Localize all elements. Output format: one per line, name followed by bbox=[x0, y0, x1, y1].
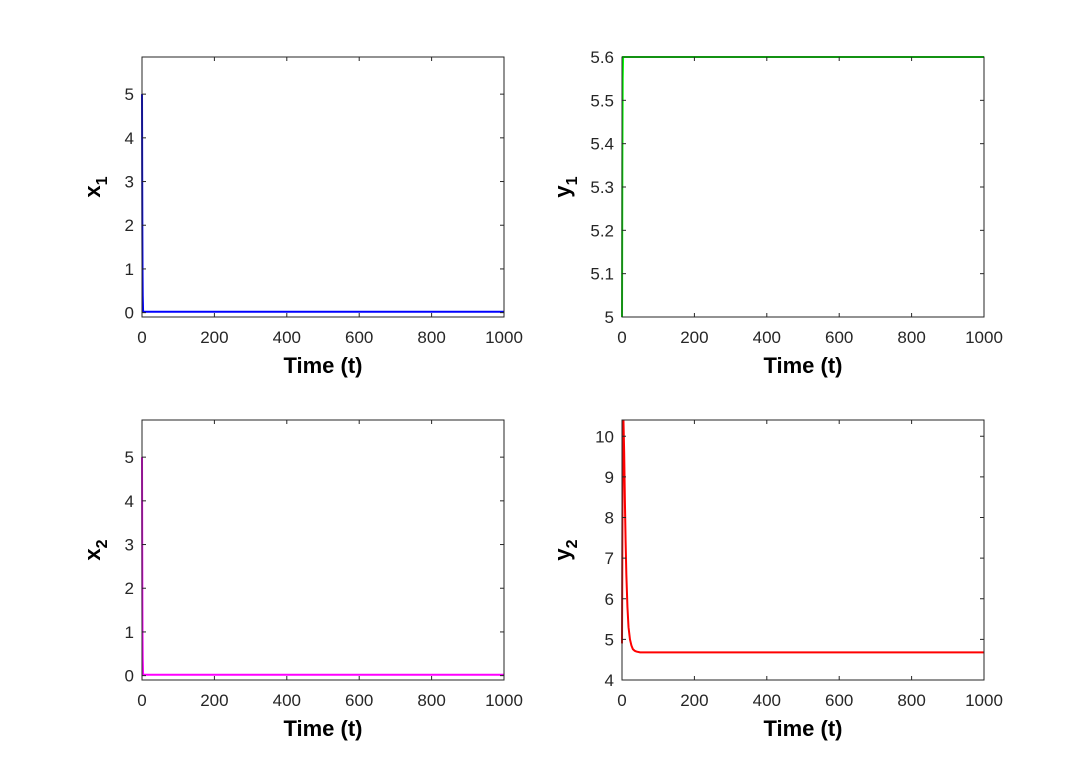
x-tick-label: 600 bbox=[825, 328, 853, 347]
axes-box bbox=[621, 419, 985, 681]
y-tick-label: 0 bbox=[125, 304, 134, 323]
y-tick-label: 5.6 bbox=[590, 48, 614, 67]
y-tick-label: 8 bbox=[605, 509, 614, 528]
x-tick-label: 200 bbox=[200, 691, 228, 710]
x-tick-label: 400 bbox=[273, 328, 301, 347]
y-tick-label: 5 bbox=[125, 448, 134, 467]
x-axis-label: Time (t) bbox=[763, 716, 842, 741]
x-tick-label: 400 bbox=[273, 691, 301, 710]
x-tick-label: 600 bbox=[345, 691, 373, 710]
axes-box bbox=[141, 419, 505, 681]
y-tick-label: 5.4 bbox=[590, 135, 614, 154]
y-tick-label: 1 bbox=[125, 623, 134, 642]
series-line bbox=[141, 94, 504, 313]
y-axis-label: y2 bbox=[550, 539, 581, 560]
y-tick-label: 4 bbox=[605, 671, 614, 690]
series-line bbox=[621, 419, 984, 654]
y-tick-label: 5.5 bbox=[590, 91, 614, 110]
y-tick-label: 5 bbox=[605, 630, 614, 649]
x-tick-label: 800 bbox=[897, 328, 925, 347]
x-tick-label: 400 bbox=[753, 691, 781, 710]
y-tick-label: 5.3 bbox=[590, 178, 614, 197]
axes-box bbox=[621, 56, 985, 318]
x-axis-label: Time (t) bbox=[283, 716, 362, 741]
y-axis-label: y1 bbox=[550, 176, 581, 197]
x-tick-label: 1000 bbox=[485, 328, 523, 347]
x-tick-label: 0 bbox=[137, 691, 146, 710]
y-tick-label: 3 bbox=[125, 173, 134, 192]
plot-y2: 0 200 400 600 800 1000 4 5 6 7 8 9 10 Time (t) y2 bbox=[550, 419, 1003, 741]
x-tick-label: 800 bbox=[897, 691, 925, 710]
axes-box bbox=[141, 56, 505, 318]
plot-x2: 0 200 400 600 800 1000 0 1 2 3 4 5 Time (t) x2 bbox=[80, 419, 523, 741]
x-tick-label: 0 bbox=[617, 691, 626, 710]
y-tick-label: 1 bbox=[125, 260, 134, 279]
y-axis-label: x1 bbox=[80, 176, 111, 197]
x-axis-label: Time (t) bbox=[283, 353, 362, 378]
x-tick-label: 0 bbox=[137, 328, 146, 347]
x-tick-label: 1000 bbox=[965, 328, 1003, 347]
x-tick-label: 600 bbox=[825, 691, 853, 710]
x-tick-label: 400 bbox=[753, 328, 781, 347]
x-tick-label: 800 bbox=[417, 328, 445, 347]
y-tick-label: 3 bbox=[125, 536, 134, 555]
x-axis-label: Time (t) bbox=[763, 353, 842, 378]
x-tick-label: 0 bbox=[617, 328, 626, 347]
plot-y1: 0 200 400 600 800 1000 5 5.1 5.2 5.3 5.4 5.5 5.6 Time… bbox=[550, 48, 1003, 378]
y-tick-label: 10 bbox=[595, 427, 614, 446]
x-tick-label: 600 bbox=[345, 328, 373, 347]
y-tick-label: 4 bbox=[125, 492, 134, 511]
x-tick-label: 200 bbox=[200, 328, 228, 347]
y-tick-label: 7 bbox=[605, 549, 614, 568]
series-line bbox=[141, 457, 504, 676]
y-tick-label: 4 bbox=[125, 129, 134, 148]
y-tick-label: 5.2 bbox=[590, 221, 614, 240]
series-line bbox=[621, 56, 984, 318]
x-tick-label: 1000 bbox=[485, 691, 523, 710]
y-tick-label: 0 bbox=[125, 667, 134, 686]
y-tick-label: 6 bbox=[605, 590, 614, 609]
x-tick-label: 200 bbox=[680, 691, 708, 710]
plot-x1: 0 200 400 600 800 1000 0 1 2 3 4 5 Time (t) x1 bbox=[80, 56, 523, 378]
x-tick-label: 200 bbox=[680, 328, 708, 347]
x-tick-label: 800 bbox=[417, 691, 445, 710]
y-tick-label: 5 bbox=[125, 85, 134, 104]
y-tick-label: 5.1 bbox=[590, 265, 614, 284]
y-axis-label: x2 bbox=[80, 539, 111, 560]
y-tick-label: 5 bbox=[605, 308, 614, 327]
y-tick-label: 2 bbox=[125, 216, 134, 235]
y-tick-label: 2 bbox=[125, 579, 134, 598]
y-tick-label: 9 bbox=[605, 468, 614, 487]
x-tick-label: 1000 bbox=[965, 691, 1003, 710]
